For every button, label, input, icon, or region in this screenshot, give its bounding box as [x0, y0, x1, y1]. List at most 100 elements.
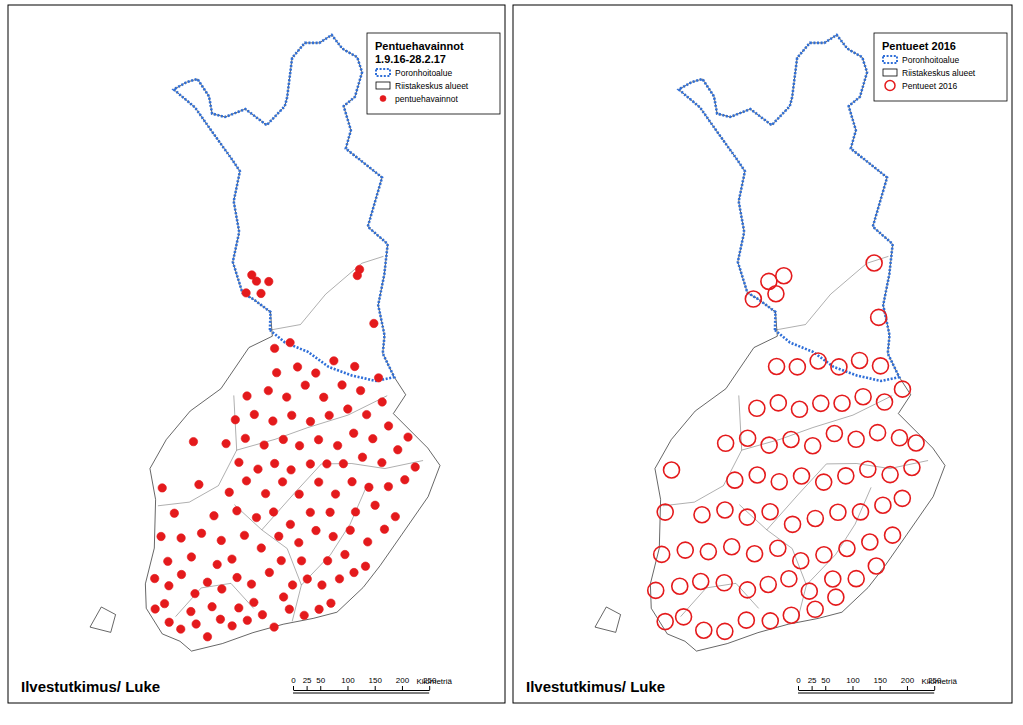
observation-dot [228, 555, 236, 563]
observation-dot [285, 605, 293, 613]
region-border [262, 461, 423, 530]
observation-dot [300, 611, 308, 619]
litter-circle [745, 291, 761, 307]
observation-dot [371, 501, 379, 509]
scale-tick-label: 200 [396, 676, 410, 685]
scale-tick-mark [825, 686, 826, 690]
observation-dot [362, 410, 370, 418]
observation-dot [288, 411, 296, 419]
observation-dot [242, 289, 250, 297]
litter-circle [816, 547, 832, 563]
observation-dot [358, 453, 366, 461]
observation-dot [240, 531, 248, 539]
region-border [739, 505, 806, 622]
observation-dot [158, 484, 166, 492]
observation-dot [272, 368, 280, 376]
observation-dot [203, 633, 211, 641]
scale-unit: Kilometriä [416, 677, 452, 686]
legend-symbol [376, 69, 390, 76]
observation-dot [346, 526, 354, 534]
region-border [176, 583, 254, 616]
scale-tick: 50 [821, 676, 830, 690]
observation-dot [341, 550, 349, 558]
observation-dot [261, 489, 269, 497]
scale-tick-label: 25 [303, 676, 312, 685]
observation-dot [278, 478, 286, 486]
litter-circle [794, 468, 810, 484]
litter-circle [853, 504, 869, 520]
litter-circle [749, 467, 765, 483]
region-layer [90, 35, 440, 651]
scale-bar-base [798, 693, 934, 694]
observation-dot [295, 490, 303, 498]
litter-circle [717, 623, 733, 639]
observation-dot [303, 575, 311, 583]
observation-dot [326, 508, 334, 516]
litter-circle [793, 553, 809, 569]
litter-circle [693, 574, 709, 590]
observation-dot [243, 616, 251, 624]
litter-circle [769, 358, 785, 374]
litter-circle [852, 352, 868, 368]
legend-title: Pentuehavainnot [375, 40, 464, 52]
litter-circle [816, 474, 832, 490]
observation-dot [365, 483, 373, 491]
observation-dot [228, 622, 236, 630]
observation-dot [222, 439, 230, 447]
observation-dot [242, 477, 250, 485]
litter-circle [760, 576, 776, 592]
observation-dot [327, 599, 335, 607]
observation-dot [270, 459, 278, 467]
observation-dot [411, 463, 419, 471]
scale-unit: Kilometriä [921, 677, 957, 686]
litter-circle [870, 425, 886, 441]
legend-box [874, 33, 1007, 101]
observation-dot [192, 620, 200, 628]
observation-dot [177, 570, 185, 578]
litter-circle [781, 571, 797, 587]
litter-circle [770, 395, 786, 411]
observation-dot [218, 585, 226, 593]
observation-dot [187, 607, 195, 615]
scale-tick-label: 100 [341, 676, 355, 685]
source-label: Ilvestutkimus/ Luke [21, 678, 160, 695]
litter-circle [868, 558, 884, 574]
litter-circle [648, 582, 664, 598]
observation-dot [265, 277, 273, 285]
observation-dot [260, 441, 268, 449]
litter-circle [696, 622, 712, 638]
observation-dot [301, 381, 309, 389]
observation-dot [380, 525, 388, 533]
observation-dot [370, 319, 378, 327]
scale-tick-label: 150 [874, 676, 888, 685]
observation-dot [287, 466, 295, 474]
observation-dot [191, 589, 199, 597]
litter-circle [839, 541, 855, 557]
litter-circle [807, 510, 823, 526]
scale-bar-line [799, 690, 935, 691]
litter-circle [862, 534, 878, 550]
observation-dot [250, 410, 258, 418]
observation-dot [231, 416, 239, 424]
scale-tick-label: 0 [291, 676, 296, 685]
observation-dot [384, 422, 392, 430]
observation-dot [254, 465, 262, 473]
observation-dot [295, 442, 303, 450]
litter-circle [831, 359, 847, 375]
observation-dot [225, 488, 233, 496]
observation-dot [248, 271, 256, 279]
scale-bar: 02550100150200250Kilometriä [291, 676, 452, 693]
observation-dot [233, 573, 241, 581]
observation-dot [257, 289, 265, 297]
region-border [301, 487, 366, 585]
observation-dot [208, 603, 216, 611]
observation-dot [338, 381, 346, 389]
scale-tick: 0 [291, 676, 296, 690]
island-outline [595, 607, 621, 632]
litter-circle [762, 613, 778, 629]
litter-circle [785, 516, 801, 532]
litter-circle [657, 614, 673, 630]
observation-dot [269, 508, 277, 516]
litter-circle [761, 273, 777, 289]
scale-tick-label: 25 [808, 676, 817, 685]
